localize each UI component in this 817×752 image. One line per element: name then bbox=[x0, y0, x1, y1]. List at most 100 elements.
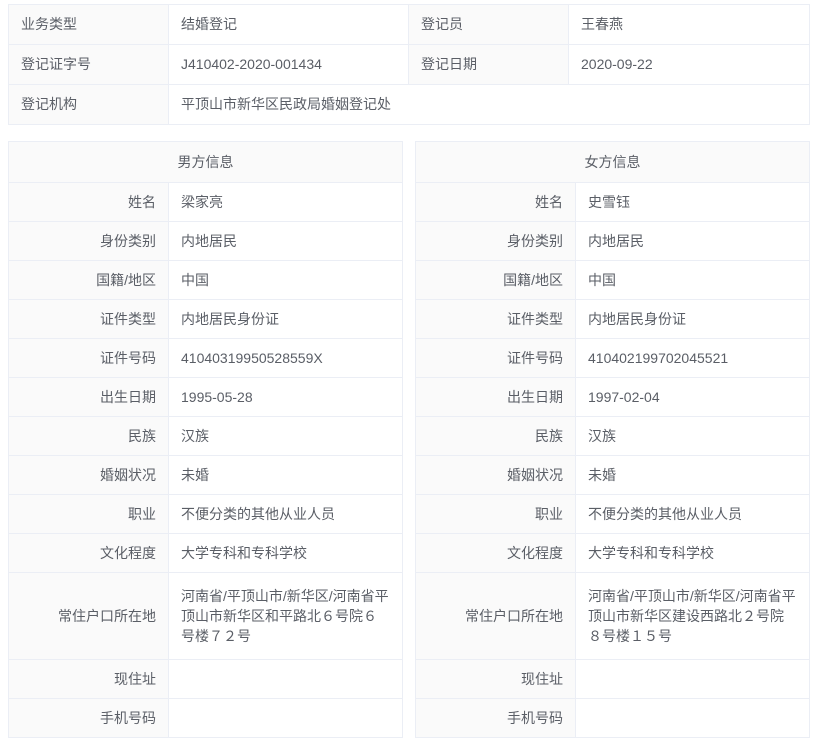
table-row: 出生日期 1995-05-28 bbox=[8, 377, 403, 417]
person-panels: 男方信息 姓名 梁家亮 身份类别 内地居民 国籍/地区 中国 bbox=[8, 141, 810, 738]
male-info-table: 男方信息 姓名 梁家亮 身份类别 内地居民 国籍/地区 中国 bbox=[8, 141, 403, 738]
value-female-id-number: 410402199702045521 bbox=[575, 338, 810, 378]
label-male-birth-date: 出生日期 bbox=[8, 377, 169, 417]
value-male-ethnicity: 汉族 bbox=[168, 416, 403, 456]
label-registrar: 登记员 bbox=[408, 4, 569, 45]
label-female-occupation: 职业 bbox=[415, 494, 576, 534]
value-male-id-number: 41040319950528559X bbox=[168, 338, 403, 378]
value-male-education: 大学专科和专科学校 bbox=[168, 533, 403, 573]
label-female-current-address: 现住址 bbox=[415, 659, 576, 699]
table-row: 男方信息 bbox=[8, 141, 403, 183]
label-registration-date: 登记日期 bbox=[408, 44, 569, 85]
value-female-occupation: 不便分类的其他从业人员 bbox=[575, 494, 810, 534]
table-row: 手机号码 bbox=[8, 698, 403, 738]
label-female-education: 文化程度 bbox=[415, 533, 576, 573]
label-female-ethnicity: 民族 bbox=[415, 416, 576, 456]
label-female-phone: 手机号码 bbox=[415, 698, 576, 738]
female-info-panel: 女方信息 姓名 史雪钰 身份类别 内地居民 国籍/地区 中国 bbox=[415, 141, 810, 738]
table-row: 婚姻状况 未婚 bbox=[8, 455, 403, 495]
label-registration-agency: 登记机构 bbox=[8, 84, 169, 125]
value-business-type: 结婚登记 bbox=[168, 4, 409, 45]
label-female-id-type: 证件类型 bbox=[415, 299, 576, 339]
label-male-household-address: 常住户口所在地 bbox=[8, 572, 169, 660]
table-row: 现住址 bbox=[415, 659, 810, 699]
table-row: 业务类型 结婚登记 登记员 王春燕 bbox=[8, 4, 810, 45]
label-male-ethnicity: 民族 bbox=[8, 416, 169, 456]
table-row: 登记证字号 J410402-2020-001434 登记日期 2020-09-2… bbox=[8, 44, 810, 85]
table-row: 手机号码 bbox=[415, 698, 810, 738]
value-female-identity-category: 内地居民 bbox=[575, 221, 810, 261]
table-row: 身份类别 内地居民 bbox=[8, 221, 403, 261]
table-row: 证件号码 41040319950528559X bbox=[8, 338, 403, 378]
male-info-panel: 男方信息 姓名 梁家亮 身份类别 内地居民 国籍/地区 中国 bbox=[8, 141, 403, 738]
value-male-household-address: 河南省/平顶山市/新华区/河南省平顶山市新华区和平路北６号院６号楼７２号 bbox=[168, 572, 403, 660]
table-row: 文化程度 大学专科和专科学校 bbox=[415, 533, 810, 573]
value-male-current-address bbox=[168, 659, 403, 699]
table-row: 常住户口所在地 河南省/平顶山市/新华区/河南省平顶山市新华区建设西路北２号院８… bbox=[415, 572, 810, 660]
table-row: 民族 汉族 bbox=[415, 416, 810, 456]
table-row: 姓名 梁家亮 bbox=[8, 182, 403, 222]
table-row: 国籍/地区 中国 bbox=[415, 260, 810, 300]
table-row: 婚姻状况 未婚 bbox=[415, 455, 810, 495]
table-row: 证件类型 内地居民身份证 bbox=[415, 299, 810, 339]
label-male-education: 文化程度 bbox=[8, 533, 169, 573]
value-male-marital-status: 未婚 bbox=[168, 455, 403, 495]
value-registrar: 王春燕 bbox=[568, 4, 810, 45]
label-male-id-type: 证件类型 bbox=[8, 299, 169, 339]
value-male-occupation: 不便分类的其他从业人员 bbox=[168, 494, 403, 534]
table-row: 身份类别 内地居民 bbox=[415, 221, 810, 261]
value-female-marital-status: 未婚 bbox=[575, 455, 810, 495]
label-female-household-address: 常住户口所在地 bbox=[415, 572, 576, 660]
label-female-marital-status: 婚姻状况 bbox=[415, 455, 576, 495]
table-row: 登记机构 平顶山市新华区民政局婚姻登记处 bbox=[8, 84, 810, 125]
label-male-id-number: 证件号码 bbox=[8, 338, 169, 378]
label-male-identity-category: 身份类别 bbox=[8, 221, 169, 261]
table-row: 常住户口所在地 河南省/平顶山市/新华区/河南省平顶山市新华区和平路北６号院６号… bbox=[8, 572, 403, 660]
female-info-table: 女方信息 姓名 史雪钰 身份类别 内地居民 国籍/地区 中国 bbox=[415, 141, 810, 738]
table-row: 国籍/地区 中国 bbox=[8, 260, 403, 300]
label-female-id-number: 证件号码 bbox=[415, 338, 576, 378]
value-male-id-type: 内地居民身份证 bbox=[168, 299, 403, 339]
label-female-identity-category: 身份类别 bbox=[415, 221, 576, 261]
label-business-type: 业务类型 bbox=[8, 4, 169, 45]
table-row: 证件类型 内地居民身份证 bbox=[8, 299, 403, 339]
registration-summary-section: 业务类型 结婚登记 登记员 王春燕 登记证字号 J410402-2020-001… bbox=[8, 4, 810, 125]
value-female-id-type: 内地居民身份证 bbox=[575, 299, 810, 339]
label-female-nationality: 国籍/地区 bbox=[415, 260, 576, 300]
value-female-ethnicity: 汉族 bbox=[575, 416, 810, 456]
table-row: 证件号码 410402199702045521 bbox=[415, 338, 810, 378]
label-male-name: 姓名 bbox=[8, 182, 169, 222]
female-panel-title: 女方信息 bbox=[415, 141, 810, 183]
value-male-identity-category: 内地居民 bbox=[168, 221, 403, 261]
table-row: 姓名 史雪钰 bbox=[415, 182, 810, 222]
label-male-marital-status: 婚姻状况 bbox=[8, 455, 169, 495]
label-certificate-number: 登记证字号 bbox=[8, 44, 169, 85]
value-male-nationality: 中国 bbox=[168, 260, 403, 300]
value-female-nationality: 中国 bbox=[575, 260, 810, 300]
table-row: 职业 不便分类的其他从业人员 bbox=[415, 494, 810, 534]
value-certificate-number: J410402-2020-001434 bbox=[168, 44, 409, 85]
value-male-phone bbox=[168, 698, 403, 738]
table-row: 现住址 bbox=[8, 659, 403, 699]
value-female-household-address: 河南省/平顶山市/新华区/河南省平顶山市新华区建设西路北２号院８号楼１５号 bbox=[575, 572, 810, 660]
value-female-education: 大学专科和专科学校 bbox=[575, 533, 810, 573]
label-male-nationality: 国籍/地区 bbox=[8, 260, 169, 300]
value-female-current-address bbox=[575, 659, 810, 699]
label-female-name: 姓名 bbox=[415, 182, 576, 222]
value-male-name: 梁家亮 bbox=[168, 182, 403, 222]
table-row: 女方信息 bbox=[415, 141, 810, 183]
table-row: 民族 汉族 bbox=[8, 416, 403, 456]
label-female-birth-date: 出生日期 bbox=[415, 377, 576, 417]
value-registration-agency: 平顶山市新华区民政局婚姻登记处 bbox=[168, 84, 810, 125]
table-row: 文化程度 大学专科和专科学校 bbox=[8, 533, 403, 573]
value-female-name: 史雪钰 bbox=[575, 182, 810, 222]
male-panel-title: 男方信息 bbox=[8, 141, 403, 183]
value-male-birth-date: 1995-05-28 bbox=[168, 377, 403, 417]
label-male-occupation: 职业 bbox=[8, 494, 169, 534]
table-row: 出生日期 1997-02-04 bbox=[415, 377, 810, 417]
registration-summary-table: 业务类型 结婚登记 登记员 王春燕 登记证字号 J410402-2020-001… bbox=[8, 4, 810, 125]
value-female-birth-date: 1997-02-04 bbox=[575, 377, 810, 417]
label-male-phone: 手机号码 bbox=[8, 698, 169, 738]
table-row: 职业 不便分类的其他从业人员 bbox=[8, 494, 403, 534]
